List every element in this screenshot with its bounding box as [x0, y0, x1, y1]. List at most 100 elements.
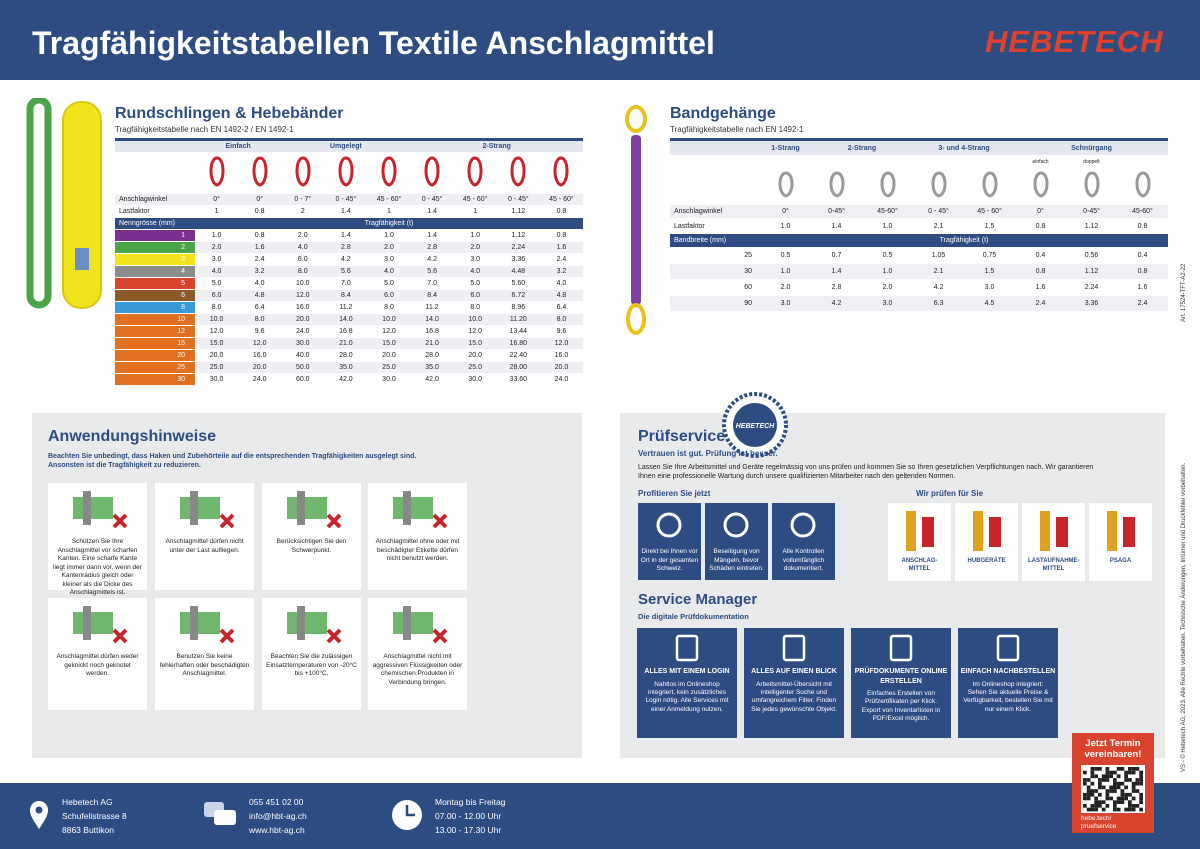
size-cell: 5	[115, 277, 195, 290]
cell: 1.5	[964, 218, 1015, 234]
service-heading: ALLES MIT EINEM LOGIN	[644, 668, 730, 676]
cell	[670, 155, 1015, 168]
cell: 1.0	[862, 263, 913, 280]
pictogram	[829, 171, 844, 198]
cta-link[interactable]: hebe.tech/ pruefservice	[1081, 815, 1117, 830]
cell: 11.20	[496, 313, 540, 326]
cell: 8.0	[195, 301, 239, 314]
article-number: Art. 17524-TFT-A2-22	[1181, 263, 1187, 322]
icon-row	[670, 167, 1168, 205]
cell: 5.0	[367, 277, 411, 290]
service-heading: EINFACH NACHBESTELLEN	[960, 668, 1056, 676]
cell: 12.0	[281, 289, 325, 302]
cell: 2.4	[1015, 295, 1066, 312]
cell: 4.8	[238, 289, 282, 302]
hint-text: Anschlagmittel dürfen weder geknickt noc…	[56, 653, 139, 678]
data-row: 4 4.0 3.2 8.0 5.6 4.0 5.6 4.0 4.48 3.2	[115, 265, 583, 278]
cell: 2.8	[324, 241, 368, 254]
cell: 42.0	[324, 373, 368, 386]
hint-card: Anschlagmittel dürfen nicht unter der La…	[155, 483, 254, 590]
cell: 1.6	[1015, 279, 1066, 296]
header-row: Bandbreite (mm) Tragfähigkeit (t)	[670, 233, 1168, 248]
cell: 0.56	[1066, 247, 1117, 264]
cell: 1.05	[913, 247, 964, 264]
pictogram-cell	[913, 167, 964, 205]
cell: 0 - 45°	[496, 193, 540, 206]
cell: 2.0	[367, 241, 411, 254]
page-title: Tragfähigkeitstabellen Textile Anschlagm…	[32, 25, 715, 61]
pictogram	[931, 171, 946, 198]
row-label: Anschlagwinkel	[115, 193, 195, 206]
cell: 0.8	[1117, 218, 1168, 234]
cell: 28.0	[410, 349, 454, 362]
cell: 45-60°	[862, 204, 913, 219]
cell: 0.8	[539, 229, 583, 242]
cell: 1.4	[410, 229, 454, 242]
row-label: Lastfaktor	[115, 205, 195, 218]
cell: 1.5	[964, 263, 1015, 280]
cell: 45 - 60°	[453, 193, 497, 206]
group-header: Schnürgang	[1015, 138, 1168, 156]
cell: 8.4	[410, 289, 454, 302]
cell: 6.4	[238, 301, 282, 314]
cell: 12.0	[195, 325, 239, 338]
cell: 1	[453, 205, 497, 218]
cell: 0.4	[1015, 247, 1066, 264]
cell: 25.0	[453, 361, 497, 374]
cell: 8.0	[539, 313, 583, 326]
pictogram	[338, 156, 354, 187]
pictogram-cell	[410, 152, 454, 194]
cell: 1.12	[496, 205, 540, 218]
group-header: 2-Strang	[811, 138, 913, 156]
cell: 30.0	[367, 373, 411, 386]
cell: 15.0	[195, 337, 239, 350]
location-icon	[30, 801, 48, 829]
group-header: 3- und 4-Strang	[913, 138, 1015, 156]
benefit-text: Beseitigung von Mängeln, bevor Schäden e…	[709, 548, 764, 573]
data-row: 3 3.0 2.4 6.0 4.2 3.0 4.2 3.0 3.36 2.4	[115, 253, 583, 266]
data-row: 5 5.0 4.0 10.0 7.0 5.0 7.0 5.0 5.60 4.0	[115, 277, 583, 290]
hint-text: Schützen Sie Ihre Anschlagmittel vor sch…	[53, 538, 142, 597]
footer-column: Montag bis Freitag 07.00 - 12.00 Uhr 13.00…	[435, 795, 505, 837]
bandgehaenge-illustration	[625, 105, 647, 335]
group-header: 1-Strang	[760, 138, 811, 156]
section-title: Rundschlingen & Hebebänder	[115, 105, 344, 122]
cell: 8.0	[367, 301, 411, 314]
cell: 2	[281, 205, 325, 218]
cell: 0.8	[1117, 263, 1168, 280]
cell: 6.3	[913, 295, 964, 312]
cell: 0.8	[1015, 218, 1066, 234]
badge: HEBETECH	[722, 392, 788, 458]
cell: 60.0	[281, 373, 325, 386]
footer-line: 055 451 02 00	[249, 797, 304, 807]
cell: 0.8	[1015, 263, 1066, 280]
group-row: Einfach Umgelegt 2-Strang	[115, 138, 583, 153]
data-row: 2 2.0 1.6 4.0 2.8 2.0 2.8 2.0 2.24 1.6	[115, 241, 583, 254]
cell	[115, 152, 195, 194]
intro: Lassen Sie Ihre Arbeitsmittel und Geräte…	[638, 464, 1094, 481]
cell: 25.0	[195, 361, 239, 374]
cell: 2.1	[913, 218, 964, 234]
pictogram	[778, 171, 793, 198]
qr-code[interactable]	[1081, 765, 1145, 813]
cell: 1.0	[195, 229, 239, 242]
cell	[670, 167, 760, 205]
cell: 2.8	[410, 241, 454, 254]
pictogram-cell	[862, 167, 913, 205]
cell: 0.8	[238, 229, 282, 242]
hint-card: Anschlagmittel nicht mit aggressiven Flü…	[368, 598, 467, 710]
cell: 16.8	[410, 325, 454, 338]
row-label: Anschlagwinkel	[670, 204, 760, 219]
footer-line: Montag bis Freitag	[435, 797, 506, 807]
hint-picture	[180, 491, 235, 529]
pictogram-cell	[238, 152, 282, 194]
cell: 14.0	[410, 313, 454, 326]
cell: 5.0	[195, 277, 239, 290]
cell: 0°	[238, 193, 282, 206]
cell: 1.6	[539, 241, 583, 254]
cell: 0.75	[964, 247, 1015, 264]
cell: 15.0	[453, 337, 497, 350]
cell: 0-45°	[811, 204, 862, 219]
column-header: Tragfähigkeit (t)	[760, 233, 1168, 248]
data-row: 25 25.0 20.0 50.0 35.0 25.0 35.0 25.0 28.00 20.0	[115, 361, 583, 374]
